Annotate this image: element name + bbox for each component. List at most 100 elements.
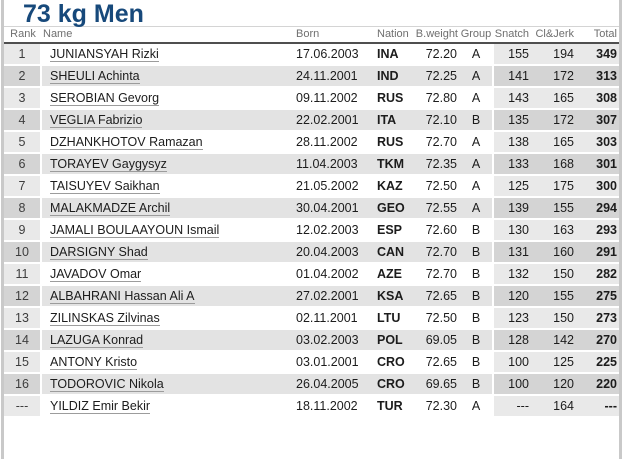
bodyweight-cell: 72.65 xyxy=(412,352,460,374)
total-cell: 273 xyxy=(578,308,619,330)
athlete-name-link[interactable]: ZILINSKAS Zilvinas xyxy=(50,311,160,326)
group-cell: B xyxy=(460,286,492,308)
nation-cell: KSA xyxy=(364,286,412,308)
born-cell: 18.11.2002 xyxy=(294,396,364,418)
athlete-name-link[interactable]: ALBAHRANI Hassan Ali A xyxy=(50,289,195,304)
group-cell: B xyxy=(460,264,492,286)
snatch-cell: 135 xyxy=(492,110,534,132)
clean-and-jerk-cell: 125 xyxy=(534,352,578,374)
total-cell: 294 xyxy=(578,198,619,220)
table-row: 10 DARSIGNY Shad 20.04.2003 CAN 72.70 B … xyxy=(4,242,619,264)
born-cell: 27.02.2001 xyxy=(294,286,364,308)
nation-cell: RUS xyxy=(364,88,412,110)
name-cell: SHEULI Achinta xyxy=(42,66,294,88)
bodyweight-cell: 72.10 xyxy=(412,110,460,132)
rank-cell: 11 xyxy=(4,264,42,286)
clean-and-jerk-cell: 163 xyxy=(534,220,578,242)
clean-and-jerk-cell: 165 xyxy=(534,88,578,110)
total-cell: 307 xyxy=(578,110,619,132)
name-cell: LAZUGA Konrad xyxy=(42,330,294,352)
rank-cell: 8 xyxy=(4,198,42,220)
athlete-name-link[interactable]: TAISUYEV Saikhan xyxy=(50,179,160,194)
total-cell: 220 xyxy=(578,374,619,396)
table-row: 5 DZHANKHOTOV Ramazan 28.11.2002 RUS 72.… xyxy=(4,132,619,154)
group-cell: A xyxy=(460,198,492,220)
nation-cell: ITA xyxy=(364,110,412,132)
snatch-cell: 132 xyxy=(492,264,534,286)
group-cell: A xyxy=(460,88,492,110)
clean-and-jerk-cell: 155 xyxy=(534,198,578,220)
athlete-name-link[interactable]: JAMALI BOULAAYOUN Ismail xyxy=(50,223,220,238)
nation-cell: TKM xyxy=(364,154,412,176)
results-table-body: 1 JUNIANSYAH Rizki 17.06.2003 INA 72.20 … xyxy=(4,44,619,418)
nation-cell: AZE xyxy=(364,264,412,286)
clean-and-jerk-cell: 172 xyxy=(534,110,578,132)
name-cell: JAVADOV Omar xyxy=(42,264,294,286)
table-row: 4 VEGLIA Fabrizio 22.02.2001 ITA 72.10 B… xyxy=(4,110,619,132)
rank-cell: 15 xyxy=(4,352,42,374)
group-cell: B xyxy=(460,352,492,374)
athlete-name-link[interactable]: YILDIZ Emir Bekir xyxy=(50,399,151,414)
nation-cell: TUR xyxy=(364,396,412,418)
name-cell: MALAKMADZE Archil xyxy=(42,198,294,220)
table-row: 6 TORAYEV Gaygysyz 11.04.2003 TKM 72.35 … xyxy=(4,154,619,176)
column-header-bodyweight: B.weight xyxy=(412,26,460,44)
snatch-cell: 143 xyxy=(492,88,534,110)
column-header-nation: Nation xyxy=(364,26,412,44)
snatch-cell: 141 xyxy=(492,66,534,88)
born-cell: 26.04.2005 xyxy=(294,374,364,396)
total-cell: 293 xyxy=(578,220,619,242)
bodyweight-cell: 72.55 xyxy=(412,198,460,220)
clean-and-jerk-cell: 165 xyxy=(534,132,578,154)
athlete-name-link[interactable]: JUNIANSYAH Rizki xyxy=(50,47,159,62)
athlete-name-link[interactable]: ANTONY Kristo xyxy=(50,355,138,370)
group-cell: B xyxy=(460,330,492,352)
athlete-name-link[interactable]: JAVADOV Omar xyxy=(50,267,142,282)
born-cell: 30.04.2001 xyxy=(294,198,364,220)
bodyweight-cell: 72.80 xyxy=(412,88,460,110)
born-cell: 03.02.2003 xyxy=(294,330,364,352)
athlete-name-link[interactable]: DZHANKHOTOV Ramazan xyxy=(50,135,203,150)
bodyweight-cell: 72.50 xyxy=(412,176,460,198)
nation-cell: CRO xyxy=(364,352,412,374)
group-cell: B xyxy=(460,308,492,330)
clean-and-jerk-cell: 150 xyxy=(534,308,578,330)
nation-cell: LTU xyxy=(364,308,412,330)
column-header-group: Group xyxy=(460,26,492,44)
group-cell: A xyxy=(460,154,492,176)
group-cell: B xyxy=(460,374,492,396)
bodyweight-cell: 72.70 xyxy=(412,264,460,286)
total-cell: 275 xyxy=(578,286,619,308)
athlete-name-link[interactable]: SHEULI Achinta xyxy=(50,69,140,84)
bodyweight-cell: 72.60 xyxy=(412,220,460,242)
group-cell: A xyxy=(460,66,492,88)
bodyweight-cell: 72.65 xyxy=(412,286,460,308)
born-cell: 17.06.2003 xyxy=(294,44,364,66)
rank-cell: 7 xyxy=(4,176,42,198)
born-cell: 02.11.2001 xyxy=(294,308,364,330)
athlete-name-link[interactable]: DARSIGNY Shad xyxy=(50,245,148,260)
snatch-cell: 130 xyxy=(492,220,534,242)
table-row: 14 LAZUGA Konrad 03.02.2003 POL 69.05 B … xyxy=(4,330,619,352)
total-cell: 300 xyxy=(578,176,619,198)
snatch-cell: 139 xyxy=(492,198,534,220)
athlete-name-link[interactable]: TODOROVIC Nikola xyxy=(50,377,164,392)
total-cell: 308 xyxy=(578,88,619,110)
bodyweight-cell: 72.70 xyxy=(412,132,460,154)
athlete-name-link[interactable]: SEROBIAN Gevorg xyxy=(50,91,160,106)
nation-cell: IND xyxy=(364,66,412,88)
born-cell: 09.11.2002 xyxy=(294,88,364,110)
table-row: --- YILDIZ Emir Bekir 18.11.2002 TUR 72.… xyxy=(4,396,619,418)
column-header-clean-jerk: Cl&Jerk xyxy=(534,26,578,44)
athlete-name-link[interactable]: MALAKMADZE Archil xyxy=(50,201,171,216)
athlete-name-link[interactable]: LAZUGA Konrad xyxy=(50,333,144,348)
name-cell: JAMALI BOULAAYOUN Ismail xyxy=(42,220,294,242)
rank-cell: 16 xyxy=(4,374,42,396)
table-row: 16 TODOROVIC Nikola 26.04.2005 CRO 69.65… xyxy=(4,374,619,396)
athlete-name-link[interactable]: TORAYEV Gaygysyz xyxy=(50,157,167,172)
table-row: 2 SHEULI Achinta 24.11.2001 IND 72.25 A … xyxy=(4,66,619,88)
athlete-name-link[interactable]: VEGLIA Fabrizio xyxy=(50,113,143,128)
total-cell: 225 xyxy=(578,352,619,374)
snatch-cell: 123 xyxy=(492,308,534,330)
rank-cell: 6 xyxy=(4,154,42,176)
